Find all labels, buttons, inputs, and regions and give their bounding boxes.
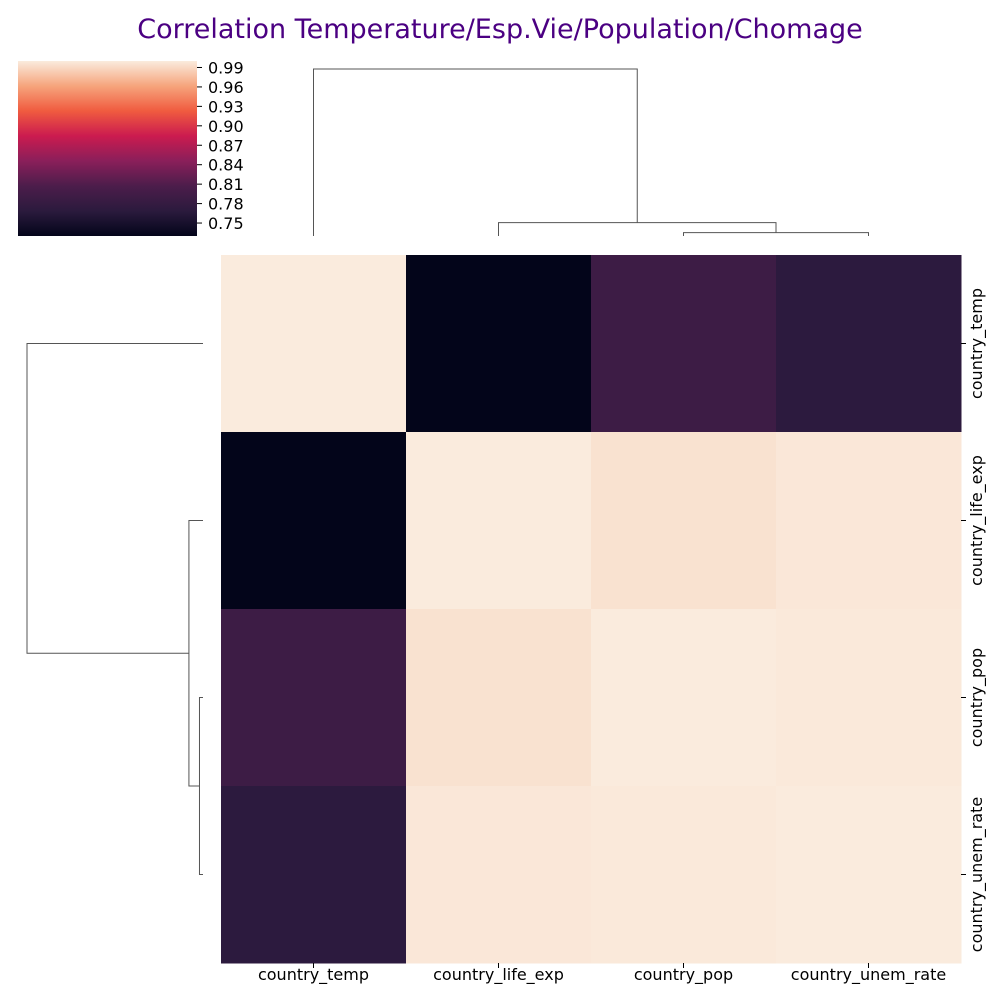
x-tick-label: country_life_exp <box>433 965 564 985</box>
colorbar: 0.990.960.930.900.870.840.810.780.75 <box>18 58 244 236</box>
column-dendrogram-link <box>498 222 777 236</box>
column-dendrogram-link <box>683 232 869 236</box>
heatmap-cell-country_life_exp-country_temp <box>221 432 407 610</box>
x-tick-label: country_pop <box>634 965 733 985</box>
colorbar-tick-label: 0.99 <box>208 58 244 77</box>
y-tick-label: country_life_exp <box>967 455 987 586</box>
heatmap-cell-country_unem_rate-country_temp <box>221 786 407 964</box>
heatmap-cell-country_unem_rate-country_unem_rate <box>776 786 962 964</box>
x-tick-label: country_unem_rate <box>791 965 946 985</box>
x-axis-labels: country_temp country_life_exp country_pop c… <box>258 963 946 985</box>
x-tick-label: country_temp <box>258 965 369 985</box>
colorbar-tick-label: 0.75 <box>208 214 244 233</box>
colorbar-tick-label: 0.84 <box>208 156 244 175</box>
heatmap-cell-country_temp-country_life_exp <box>406 255 592 433</box>
heatmap-cell-country_temp-country_pop <box>591 255 777 433</box>
y-axis-labels: country_temp country_life_exp country_popc… <box>961 288 987 952</box>
row-dendrogram-link <box>198 697 203 875</box>
colorbar-tick-label: 0.93 <box>208 97 244 116</box>
heatmap-cell-country_pop-country_temp <box>221 609 407 787</box>
colorbar-tick-label: 0.90 <box>208 117 244 136</box>
heatmap-cell-country_pop-country_unem_rate <box>776 609 962 787</box>
y-tick-label: country_temp <box>967 288 987 399</box>
row-dendrogram <box>26 343 203 875</box>
colorbar-tick-label: 0.96 <box>208 78 244 97</box>
column-dendrogram-link <box>313 68 638 236</box>
colorbar-tick-label: 0.87 <box>208 136 244 155</box>
row-dendrogram-link <box>26 343 203 654</box>
heatmap-cell-country_temp-country_temp <box>221 255 407 433</box>
heatmap-cell-country_pop-country_pop <box>591 609 777 787</box>
y-tick-label: country_pop <box>967 648 987 747</box>
chart-title: Correlation Temperature/Esp.Vie/Populati… <box>137 14 863 45</box>
column-dendrogram <box>313 68 869 236</box>
heatmap <box>221 255 962 964</box>
heatmap-cell-country_life_exp-country_pop <box>591 432 777 610</box>
colorbar-tick-label: 0.78 <box>208 195 244 214</box>
colorbar-tick-label: 0.81 <box>208 175 244 194</box>
heatmap-cell-country_life_exp-country_unem_rate <box>776 432 962 610</box>
heatmap-cell-country_temp-country_unem_rate <box>776 255 962 433</box>
heatmap-cell-country_unem_rate-country_pop <box>591 786 777 964</box>
row-dendrogram-link <box>188 520 203 787</box>
colorbar-gradient <box>18 61 197 236</box>
heatmap-cell-country_pop-country_life_exp <box>406 609 592 787</box>
y-tick-label: country_unem_rate <box>967 797 987 952</box>
heatmap-cell-country_life_exp-country_life_exp <box>406 432 592 610</box>
heatmap-cell-country_unem_rate-country_life_exp <box>406 786 592 964</box>
